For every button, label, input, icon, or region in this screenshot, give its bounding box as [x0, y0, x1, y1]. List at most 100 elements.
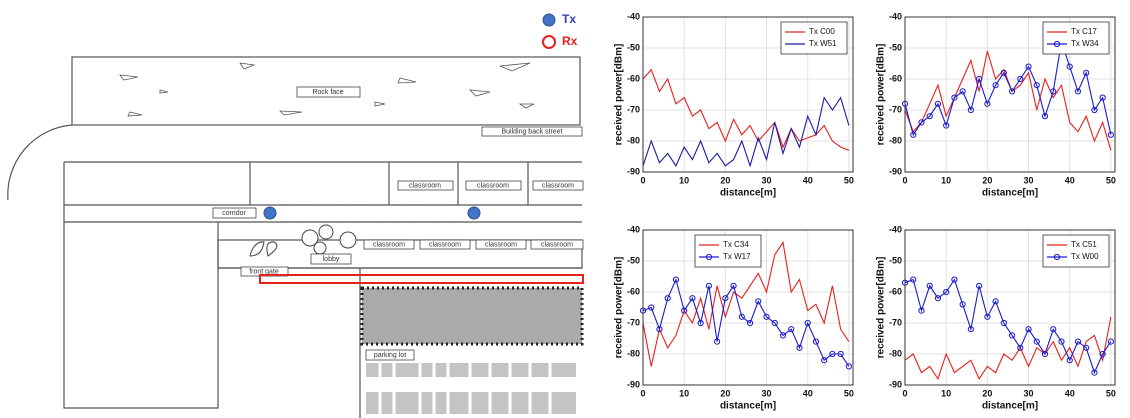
rx-legend-icon: [542, 35, 556, 49]
point: [959, 301, 966, 308]
x-tick-label: 20: [720, 388, 730, 398]
x-axis-label: distance[m]: [720, 188, 776, 199]
axes-frame: [642, 16, 854, 173]
series-line: [642, 277, 850, 367]
point: [943, 122, 950, 129]
series-line: [642, 96, 850, 168]
point: [976, 282, 983, 289]
y-tick-label: -90: [627, 379, 640, 389]
point: [967, 106, 974, 114]
label-box: [532, 180, 584, 191]
label-box: [465, 180, 522, 191]
legend-label: Tx C00: [809, 27, 835, 36]
point: [910, 276, 917, 283]
legend: Tx C51 Tx W00: [1042, 234, 1110, 268]
point: [1033, 82, 1040, 89]
label-box: [310, 253, 352, 265]
label: classroom: [541, 241, 573, 248]
point: [1050, 88, 1057, 95]
label-box: [397, 180, 454, 191]
road-curve: [7, 124, 73, 201]
x-tick-label: 50: [1106, 388, 1116, 398]
x-tick-label: 20: [720, 175, 730, 185]
point: [672, 276, 680, 283]
gate-icon: [249, 241, 278, 257]
y-tick-label: -60: [627, 73, 640, 83]
point: [1000, 319, 1007, 327]
x-tick-label: 0: [902, 175, 907, 185]
point: [1107, 338, 1114, 345]
y-axis-label: received power[dBm]: [876, 44, 887, 146]
y-tick-label: -40: [889, 224, 902, 234]
y-axis-label: received power[dBm]: [876, 257, 887, 359]
point: [664, 295, 671, 302]
label-box: [475, 239, 527, 250]
point: [926, 113, 933, 120]
series-line: [904, 316, 1112, 381]
point: [910, 131, 917, 138]
point: [796, 344, 803, 351]
line-chart: -90 -80 -70 -60 -50 -40 0 10 20 30 40 50 distance[m]…: [614, 224, 854, 411]
y-tick-label: -80: [889, 348, 902, 358]
x-tick-label: 30: [1024, 175, 1034, 185]
point: [1017, 75, 1024, 83]
point: [1066, 63, 1073, 70]
garden: [362, 288, 582, 344]
y-tick-label: -70: [889, 317, 902, 327]
y-tick-label: -70: [627, 317, 640, 327]
point: [951, 94, 958, 101]
line-chart: -90 -80 -70 -60 -50 -40 0 10 20 30 40 50 distance[m]…: [876, 11, 1116, 198]
label: classroom: [542, 182, 574, 189]
charts: -90 -80 -70 -60 -50 -40 0 10 20 30 40 50 distance[m]…: [614, 11, 1116, 411]
x-tick-label: 10: [941, 388, 951, 398]
axes-frame: [904, 16, 1116, 173]
label-box: [419, 239, 471, 250]
y-tick-label: -60: [627, 286, 640, 296]
label: classroom: [429, 241, 461, 248]
point: [992, 82, 999, 89]
x-tick-label: 20: [982, 388, 992, 398]
series-line: [904, 278, 1112, 375]
x-axis-label: distance[m]: [982, 188, 1038, 199]
legend-label: Rx: [562, 34, 578, 48]
x-tick-label: 30: [1024, 388, 1034, 398]
point: [918, 119, 925, 126]
x-axis-label: distance[m]: [982, 401, 1038, 412]
y-axis-label: received power[dBm]: [614, 257, 625, 359]
y-tick-label: -80: [627, 348, 640, 358]
point: [951, 276, 958, 283]
label-box: [530, 239, 584, 250]
x-tick-label: 50: [844, 175, 854, 185]
legend-box: [780, 21, 848, 55]
y-tick-label: -70: [889, 104, 902, 114]
y-tick-label: -80: [889, 135, 902, 145]
x-tick-label: 0: [902, 388, 907, 398]
series-line: [642, 240, 850, 367]
point: [845, 363, 852, 370]
label: classroom: [477, 182, 509, 189]
parking-dividers: [378, 363, 552, 414]
legend: Tx C17 Tx W34: [1042, 21, 1110, 55]
point: [1074, 338, 1082, 345]
label-box: [481, 126, 583, 137]
label: Building back street: [501, 128, 562, 135]
y-tick-label: -70: [627, 104, 640, 114]
x-axis-label: distance[m]: [720, 401, 776, 412]
legend-label: Tx: [562, 12, 576, 26]
point: [1025, 326, 1032, 333]
x-tick-label: 50: [1106, 175, 1116, 185]
legend-box: [694, 234, 762, 268]
point: [1000, 69, 1007, 76]
point: [1008, 332, 1016, 339]
point: [1033, 338, 1040, 345]
lobby-furniture: [301, 224, 357, 255]
y-tick-label: -50: [889, 255, 902, 265]
point: [779, 332, 787, 339]
line-chart: -90 -80 -70 -60 -50 -40 0 10 20 30 40 50 distance[m]…: [614, 11, 854, 198]
point: [1091, 106, 1098, 114]
y-tick-label: -60: [889, 286, 902, 296]
point: [648, 304, 655, 311]
point: [1099, 350, 1106, 358]
point: [738, 313, 745, 320]
label: Rock face: [312, 89, 343, 96]
